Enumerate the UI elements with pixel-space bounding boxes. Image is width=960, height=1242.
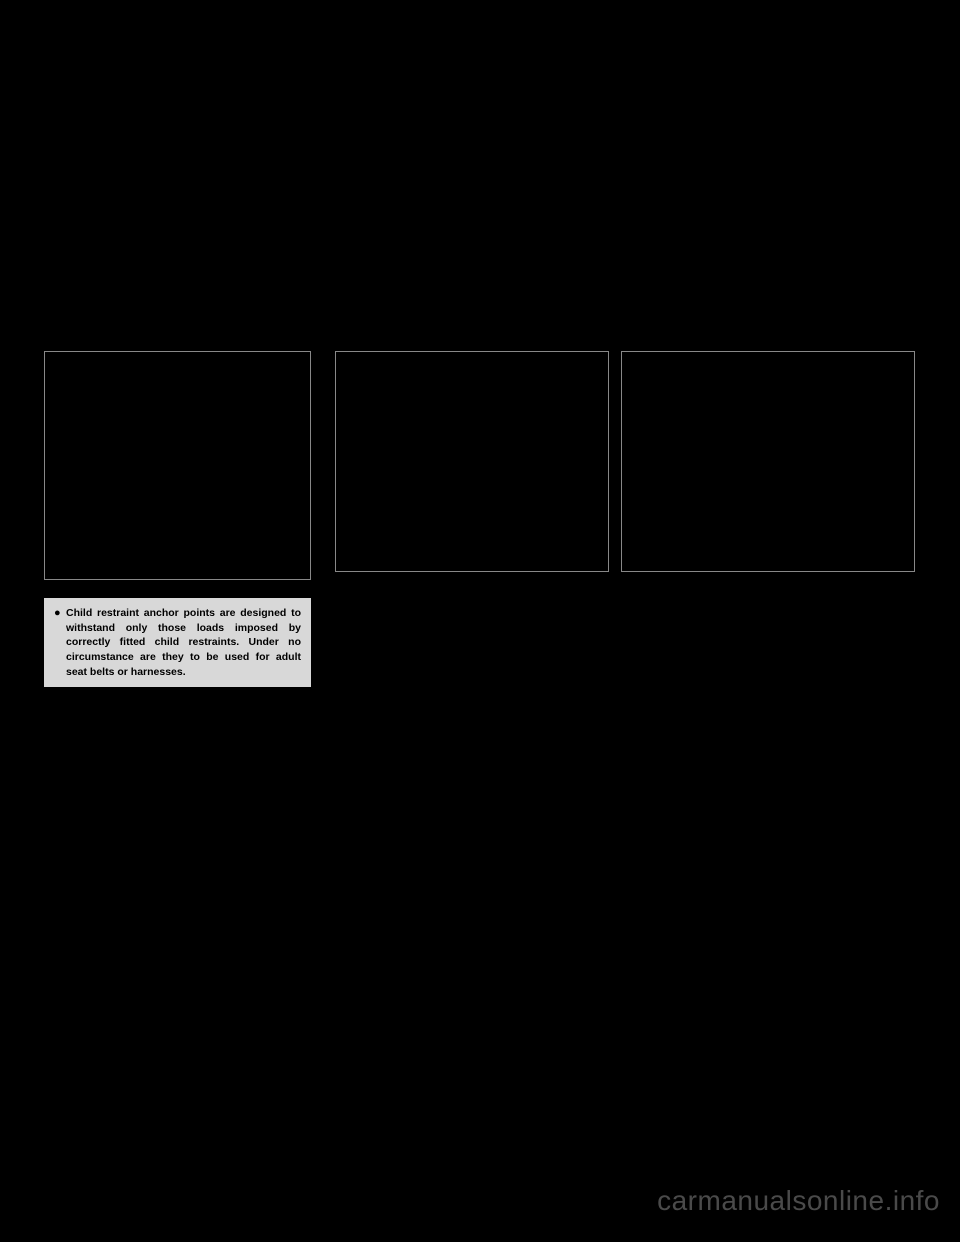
warning-bullet-box: ● Child restraint anchor points are de­s… [44, 598, 311, 687]
watermark-text: carmanualsonline.info [657, 1185, 940, 1217]
figure-box-right [621, 351, 915, 572]
bullet-text: Child restraint anchor points are de­sig… [66, 606, 301, 679]
bullet-item: ● Child restraint anchor points are de­s… [54, 606, 301, 679]
figure-box-left [44, 351, 311, 580]
bullet-icon: ● [54, 606, 66, 679]
figure-box-center [335, 351, 609, 572]
